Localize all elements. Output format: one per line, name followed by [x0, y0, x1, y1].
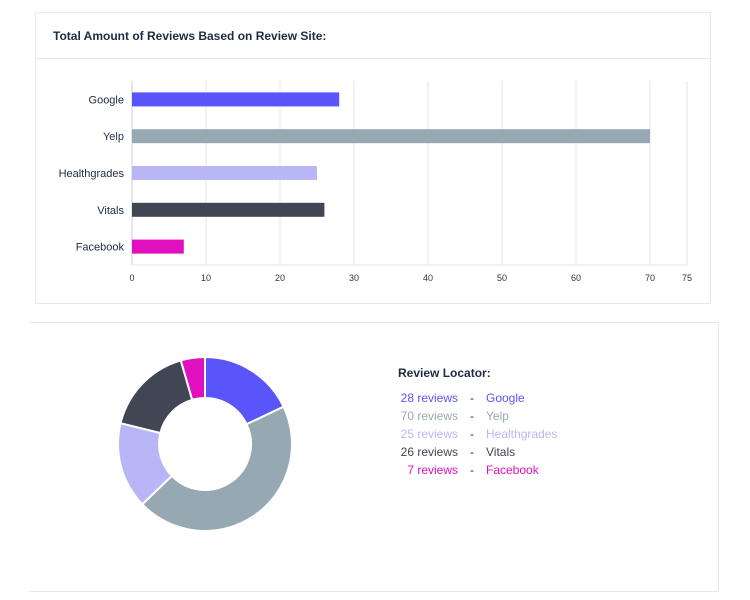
donut-slice-facebook — [179, 355, 206, 402]
legend-row: 26 reviews - Vitals — [398, 443, 557, 461]
legend-site: Yelp — [486, 409, 509, 423]
bar-healthgrades — [132, 166, 317, 180]
legend-count: 25 reviews — [400, 427, 458, 441]
x-tick-label: 40 — [423, 273, 433, 283]
legend-separator: - — [470, 445, 474, 459]
bar-facebook — [132, 239, 184, 254]
category-label: Yelp — [103, 131, 124, 143]
category-label: Google — [89, 94, 124, 106]
legend-site: Facebook — [486, 463, 539, 477]
donut-slice-yelp — [140, 405, 293, 532]
bar-chart-card: Total Amount of Reviews Based on Review … — [35, 12, 711, 304]
legend-separator: - — [470, 427, 474, 441]
category-label: Vitals — [97, 205, 124, 217]
legend-separator: - — [470, 463, 474, 477]
x-tick-label: 70 — [645, 273, 655, 283]
legend-row: 7 reviews - Facebook — [398, 461, 557, 479]
x-tick-label: 50 — [497, 273, 507, 283]
legend-count: 26 reviews — [400, 445, 458, 459]
x-tick-label: 30 — [349, 273, 359, 283]
legend-count: 70 reviews — [400, 409, 458, 423]
bar-vitals — [132, 202, 325, 217]
bar-chart: 0 10 20 30 40 50 60 70 75 Google Yelp Healthgrades V… — [59, 81, 692, 283]
bar-google — [132, 92, 340, 107]
legend-count: 7 reviews — [407, 463, 458, 477]
x-tick-label: 20 — [275, 273, 285, 283]
legend-site: Vitals — [486, 445, 516, 459]
legend-title: Review Locator: — [398, 366, 491, 380]
legend-count: 28 reviews — [400, 391, 458, 405]
review-locator-legend: Review Locator: 28 reviews - Google 70 revi… — [398, 366, 557, 479]
x-tick-label: 0 — [129, 273, 134, 283]
legend-separator: - — [470, 391, 474, 405]
bar-yelp — [132, 129, 650, 144]
legend-separator: - — [470, 409, 474, 423]
x-tick-label: 10 — [201, 273, 211, 283]
legend-site: Healthgrades — [486, 427, 558, 441]
bar-chart-title: Total Amount of Reviews Based on Review … — [36, 13, 710, 59]
category-label: Healthgrades — [59, 168, 125, 180]
legend-site: Google — [486, 391, 525, 405]
x-tick-label: 75 — [682, 273, 692, 283]
donut-slice-vitals — [119, 359, 194, 435]
x-tick-label: 60 — [571, 273, 581, 283]
legend-row: 70 reviews - Yelp — [398, 407, 557, 425]
legend-row: 25 reviews - Healthgrades — [398, 425, 558, 443]
category-label: Facebook — [76, 242, 125, 254]
legend-row: 28 reviews - Google — [398, 389, 557, 407]
